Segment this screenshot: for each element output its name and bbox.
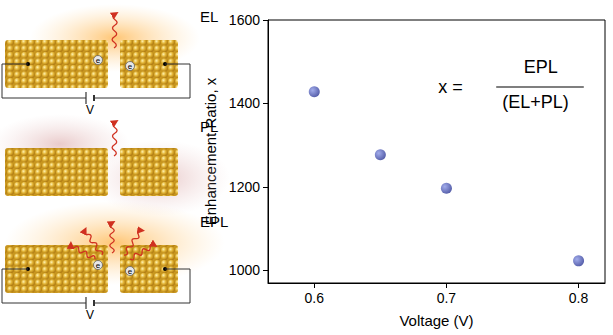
svg-text:Voltage (V): Voltage (V): [399, 312, 473, 329]
svg-text:1000: 1000: [229, 262, 260, 278]
svg-text:1400: 1400: [229, 95, 260, 111]
svg-text:0.8: 0.8: [569, 290, 589, 306]
svg-text:V: V: [86, 103, 94, 117]
svg-text:x =: x =: [438, 77, 463, 97]
svg-text:1200: 1200: [229, 179, 260, 195]
svg-text:V: V: [86, 308, 94, 322]
svg-text:EPL: EPL: [200, 213, 228, 230]
svg-text:EPL: EPL: [524, 57, 558, 77]
svg-text:(EL+PL): (EL+PL): [502, 92, 569, 112]
svg-text:0.7: 0.7: [437, 290, 457, 306]
svg-text:Enhancement Ratio, x: Enhancement Ratio, x: [202, 77, 219, 225]
svg-text:1600: 1600: [229, 12, 260, 28]
svg-text:EL: EL: [200, 8, 218, 25]
svg-text:e: e: [128, 267, 133, 276]
svg-text:PL: PL: [200, 118, 218, 135]
svg-text:e: e: [96, 261, 101, 270]
svg-text:e: e: [128, 62, 133, 71]
svg-text:0.6: 0.6: [305, 290, 325, 306]
svg-text:e: e: [96, 56, 101, 65]
